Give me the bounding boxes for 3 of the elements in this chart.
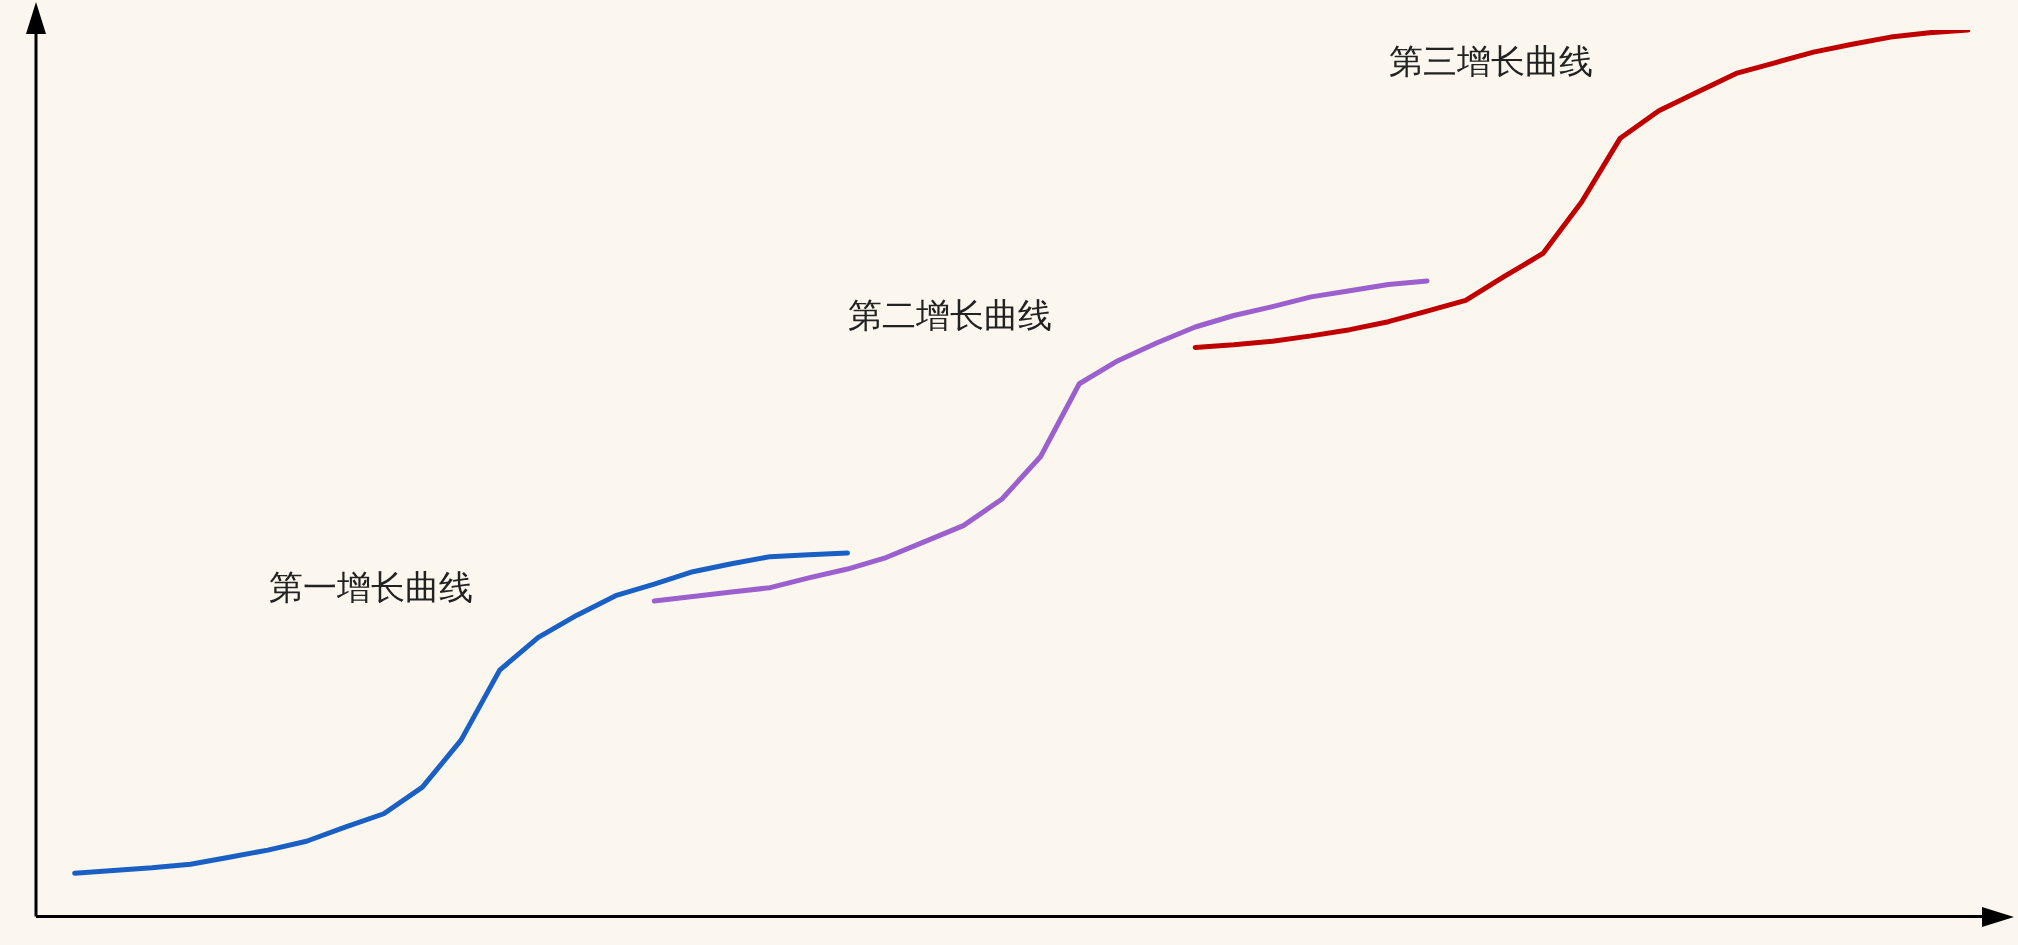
- series-label: 第三增长曲线: [1389, 41, 1594, 82]
- series-label: 第一增长曲线: [268, 566, 473, 607]
- series-label: 第二增长曲线: [848, 294, 1053, 335]
